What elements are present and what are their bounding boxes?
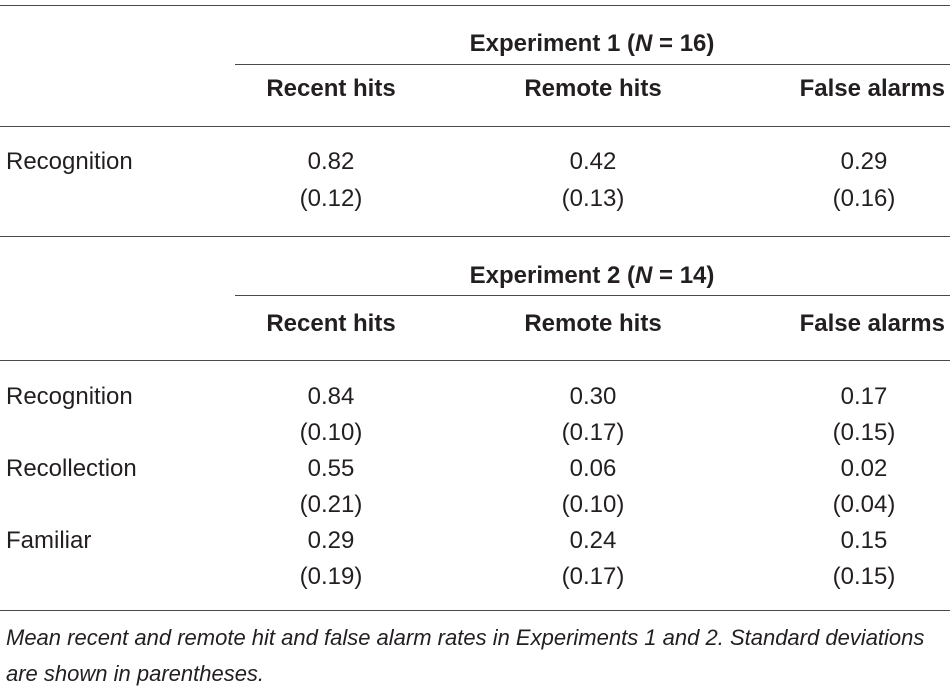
cell-sd: (0.19): [299, 563, 363, 590]
column-header-remote-hits: Remote hits: [524, 310, 662, 337]
cell-sd: (0.15): [832, 563, 896, 590]
table-top-rule: [0, 5, 950, 6]
experiment-2-header-prefix: Experiment 2 (: [469, 262, 635, 289]
cell-sd: (0.12): [299, 185, 363, 212]
row-label-familiar: Familiar: [6, 527, 92, 554]
row-label-recollection: Recollection: [6, 455, 137, 482]
cell-mean: 0.02: [840, 455, 888, 482]
row-label-recognition: Recognition: [6, 383, 133, 410]
experiment-2-header: Experiment 2 (N = 14): [470, 262, 715, 290]
cell-mean: 0.84: [307, 383, 355, 410]
cell-mean: 0.24: [569, 527, 617, 554]
cell-sd: (0.04): [832, 491, 896, 518]
cell-mean: 0.42: [569, 148, 617, 175]
cell-mean: 0.30: [569, 383, 617, 410]
experiment-2-header-suffix: = 14): [652, 262, 715, 289]
table-bottom-rule: [0, 610, 950, 611]
column-header-recent-hits: Recent hits: [266, 75, 396, 102]
cell-mean: 0.55: [307, 455, 355, 482]
cell-sd: (0.10): [299, 419, 363, 446]
experiment-1-columns-rule: [0, 126, 950, 127]
cell-sd: (0.13): [561, 185, 625, 212]
column-header-false-alarms: False alarms: [799, 75, 945, 102]
experiment-1-header: Experiment 1 (N = 16): [470, 30, 715, 58]
cell-sd: (0.17): [561, 419, 625, 446]
cell-sd: (0.21): [299, 491, 363, 518]
experiment-2-columns-rule: [0, 360, 950, 361]
column-header-remote-hits: Remote hits: [524, 75, 662, 102]
cell-mean: 0.17: [840, 383, 888, 410]
cell-mean: 0.82: [307, 148, 355, 175]
cell-mean: 0.29: [307, 527, 355, 554]
table-footnote: Mean recent and remote hit and false ala…: [6, 625, 925, 686]
cell-sd: (0.17): [561, 563, 625, 590]
cell-sd: (0.16): [832, 185, 896, 212]
experiment-2-header-n: N: [635, 262, 653, 289]
column-header-recent-hits: Recent hits: [266, 310, 396, 337]
experiment-1-header-suffix: = 16): [652, 30, 715, 57]
cell-mean: 0.15: [840, 527, 888, 554]
cell-mean: 0.29: [840, 148, 888, 175]
experiment-1-header-n: N: [635, 30, 653, 57]
experiment-2-header-rule: [235, 295, 950, 296]
experiment-1-header-rule: [235, 64, 950, 65]
column-header-false-alarms: False alarms: [799, 310, 945, 337]
section-divider-rule: [0, 236, 950, 237]
cell-sd: (0.10): [561, 491, 625, 518]
experiment-1-header-prefix: Experiment 1 (: [469, 30, 635, 57]
cell-sd: (0.15): [832, 419, 896, 446]
row-label-recognition: Recognition: [6, 148, 133, 175]
cell-mean: 0.06: [569, 455, 617, 482]
